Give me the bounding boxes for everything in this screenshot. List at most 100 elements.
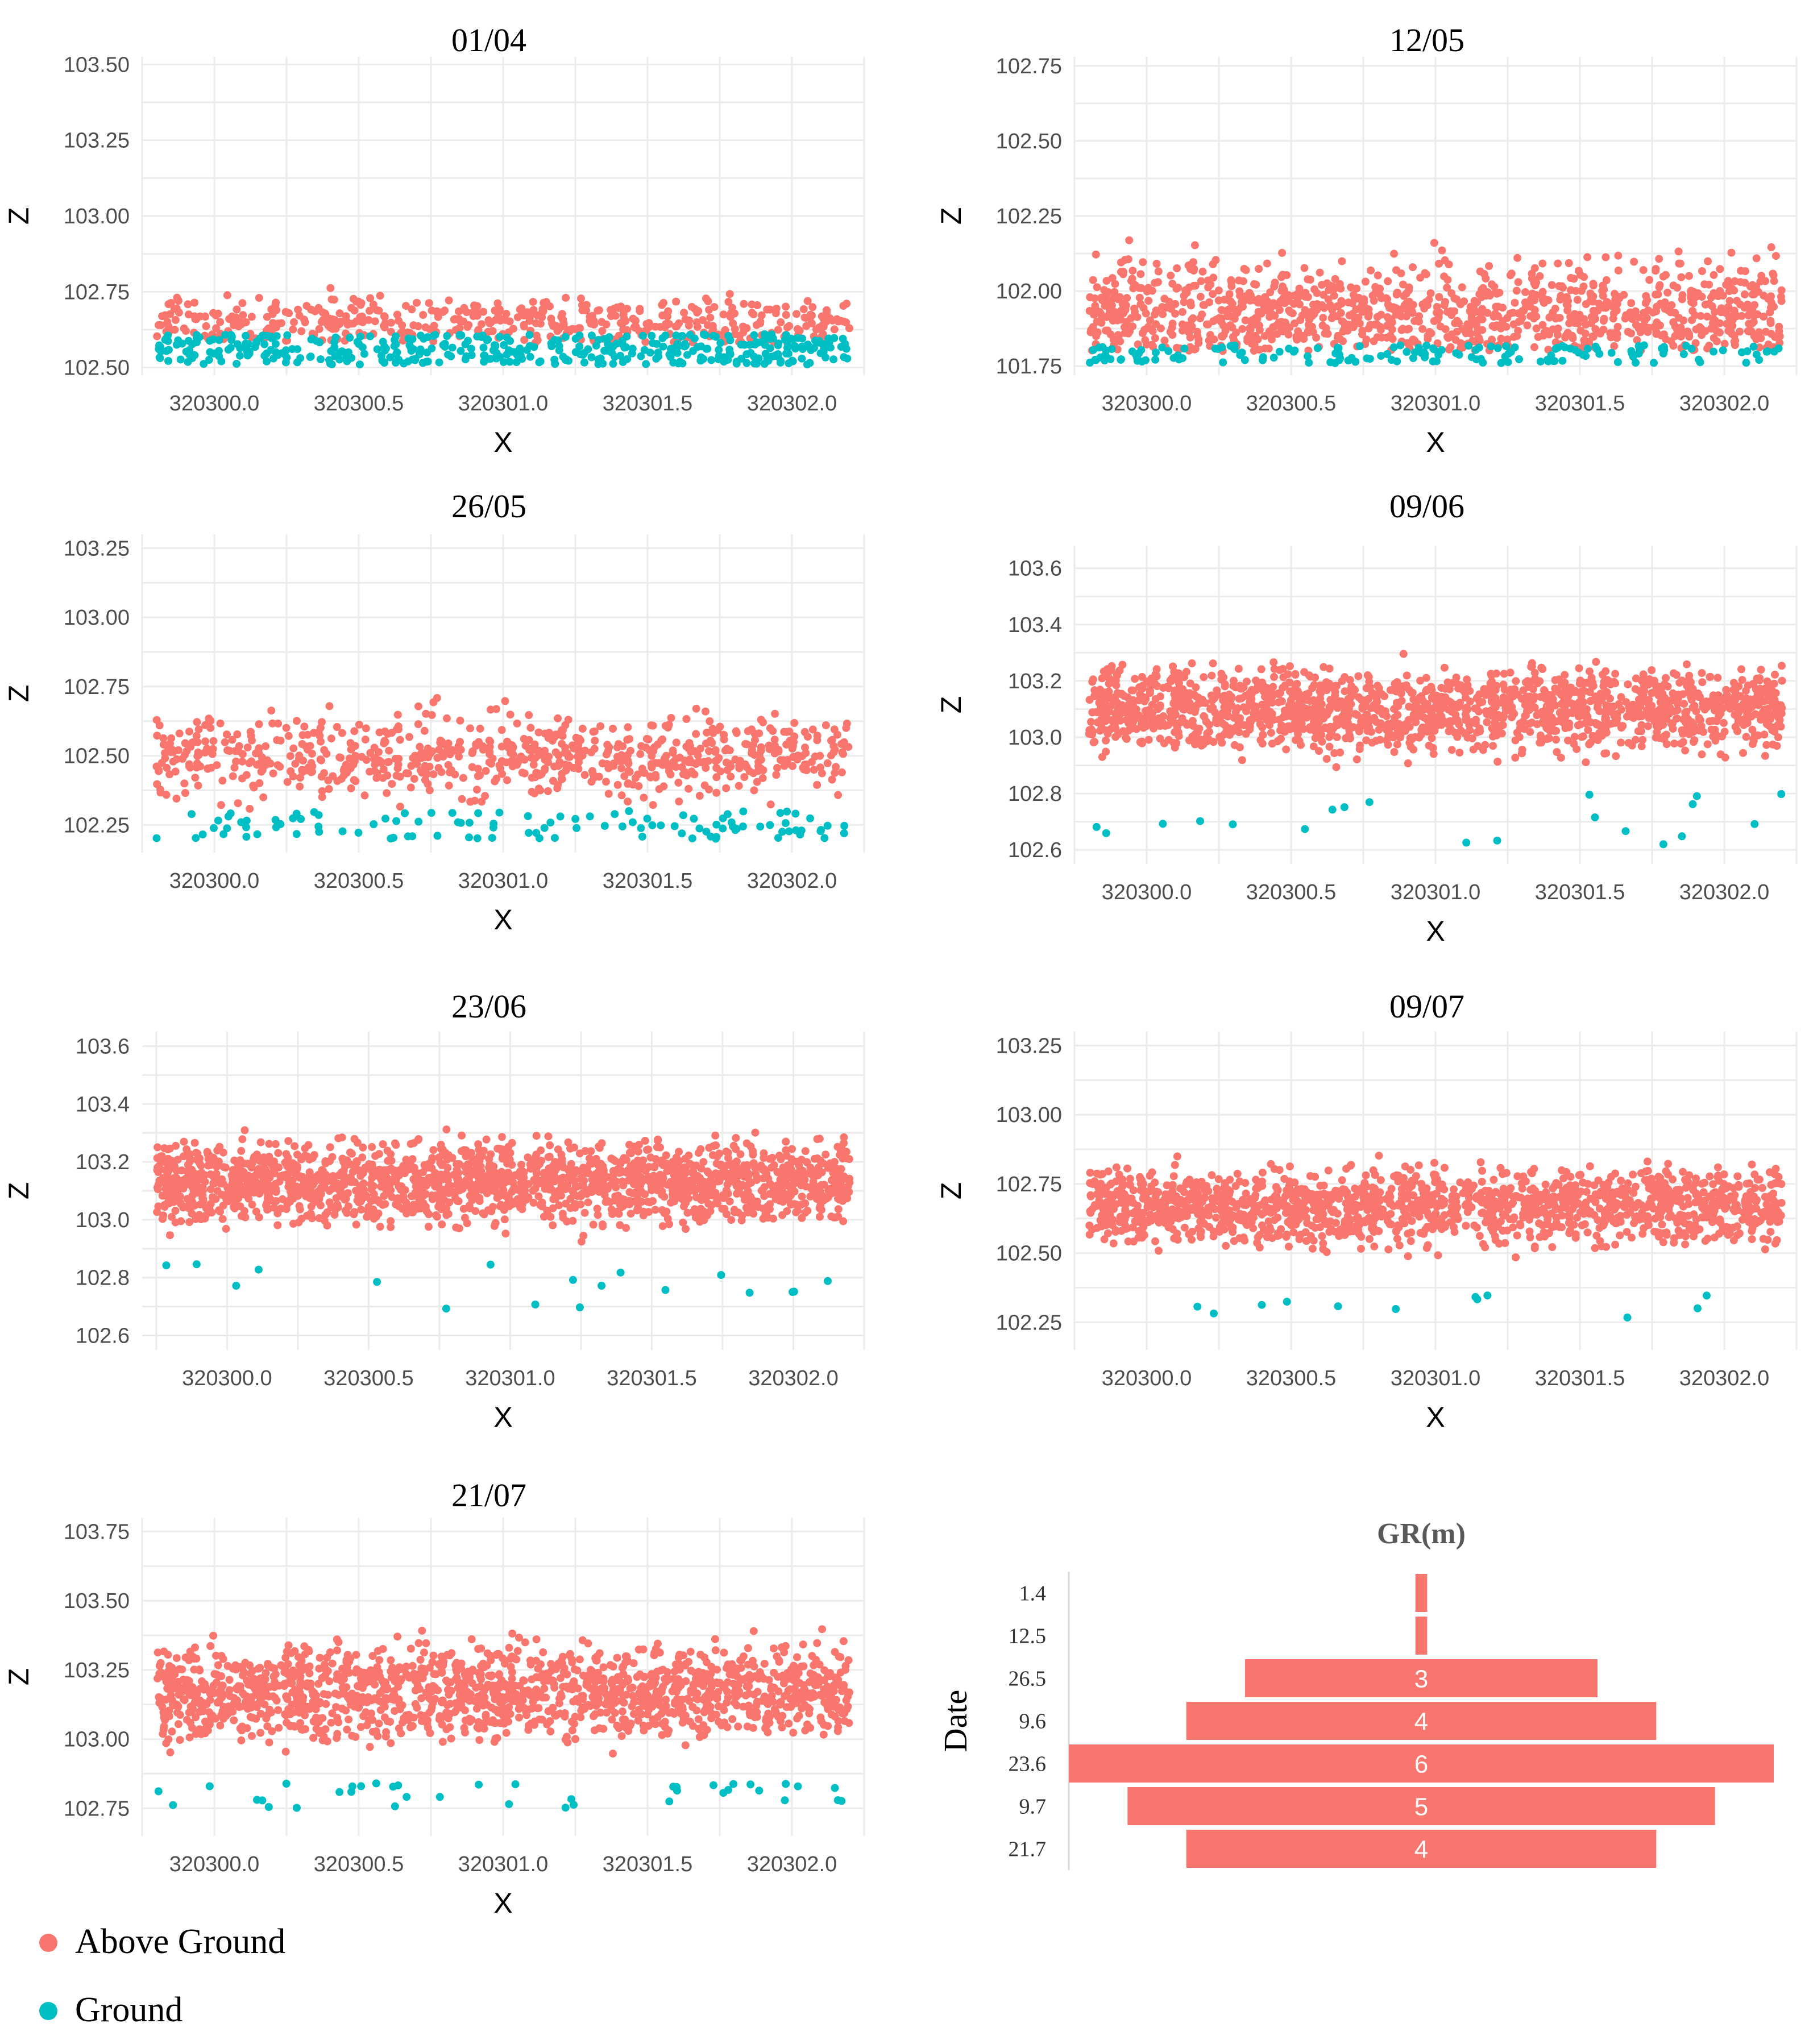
data-point [267, 707, 276, 715]
data-point [1134, 350, 1143, 358]
data-point [1542, 690, 1550, 699]
data-point [536, 786, 545, 795]
data-point [1658, 689, 1667, 698]
data-point [433, 694, 441, 702]
data-point [517, 304, 526, 313]
data-point [1259, 353, 1267, 362]
data-point [667, 714, 675, 722]
data-point [737, 355, 746, 363]
x-axis-title: X [1426, 426, 1445, 458]
data-point [366, 306, 374, 315]
data-point [351, 742, 359, 750]
data-point [1285, 687, 1294, 696]
data-point [806, 345, 815, 353]
data-point [392, 725, 401, 734]
data-point [335, 355, 344, 364]
data-point [1339, 318, 1348, 326]
data-point [1158, 303, 1167, 311]
data-point [353, 338, 362, 346]
data-point [221, 331, 229, 339]
data-point [1102, 829, 1110, 837]
data-point [1236, 718, 1244, 727]
data-point [443, 714, 451, 722]
data-point [1415, 312, 1424, 321]
data-point [1188, 315, 1196, 324]
data-point [1724, 304, 1733, 313]
data-point [1127, 686, 1136, 695]
data-point [1683, 660, 1691, 668]
data-point [1617, 738, 1625, 747]
data-point [617, 791, 626, 800]
data-point [760, 330, 769, 338]
data-point [543, 787, 552, 795]
data-point [1377, 352, 1385, 360]
data-point [1698, 669, 1706, 678]
data-point [659, 342, 667, 351]
data-point [1238, 756, 1246, 765]
data-point [1293, 687, 1302, 695]
data-point [657, 821, 665, 830]
data-point [772, 771, 781, 779]
data-point [741, 740, 750, 748]
data-point [1499, 693, 1508, 701]
data-point [242, 833, 251, 841]
data-point [719, 814, 727, 822]
data-point [1599, 682, 1608, 691]
data-point [410, 775, 418, 783]
data-point [1688, 800, 1697, 808]
data-point [289, 814, 297, 822]
data-point [1570, 703, 1578, 712]
data-point [473, 786, 481, 794]
data-point [1757, 334, 1765, 342]
data-point [1430, 239, 1438, 247]
data-point [1762, 347, 1771, 356]
data-point [532, 768, 541, 777]
data-point [316, 732, 324, 740]
data-point [464, 321, 473, 329]
data-point [1745, 319, 1753, 328]
data-point [404, 334, 413, 343]
data-point [1551, 684, 1559, 693]
data-point [1325, 742, 1334, 751]
data-point [392, 817, 401, 825]
data-point [1105, 309, 1114, 317]
data-point [1438, 704, 1446, 712]
data-point [1551, 344, 1560, 353]
data-point [1662, 271, 1670, 279]
data-point [526, 746, 534, 754]
data-point [1392, 266, 1400, 275]
data-point [682, 714, 691, 723]
y-tick-label: 102.50 [64, 745, 130, 768]
data-point [508, 757, 516, 765]
data-point [1559, 284, 1567, 292]
data-point [1369, 690, 1378, 699]
data-point [164, 357, 172, 365]
data-point [1403, 325, 1412, 334]
data-point [1114, 704, 1122, 712]
data-point [609, 725, 617, 733]
data-point [242, 343, 250, 351]
data-point [1698, 678, 1707, 687]
data-point [1488, 322, 1497, 330]
data-point [422, 748, 431, 757]
data-point [594, 355, 603, 364]
x-tick-label: 320300.5 [314, 869, 404, 893]
y-tick-label: 101.75 [996, 355, 1062, 379]
data-point [1583, 253, 1592, 261]
data-point [830, 325, 839, 334]
data-point [408, 305, 416, 314]
data-point [1624, 327, 1632, 336]
data-point [1362, 335, 1371, 344]
data-point [1405, 686, 1413, 694]
y-tick-label: 102.50 [64, 356, 130, 380]
y-tick-label: 102.25 [64, 813, 130, 837]
data-point [1571, 687, 1579, 695]
x-tick-label: 320301.5 [603, 869, 693, 893]
data-point [726, 313, 735, 321]
data-point [1447, 746, 1456, 754]
data-point [1313, 344, 1322, 352]
data-point [561, 333, 570, 341]
data-point [1458, 283, 1466, 292]
data-point [731, 325, 739, 333]
data-point [1582, 300, 1590, 309]
